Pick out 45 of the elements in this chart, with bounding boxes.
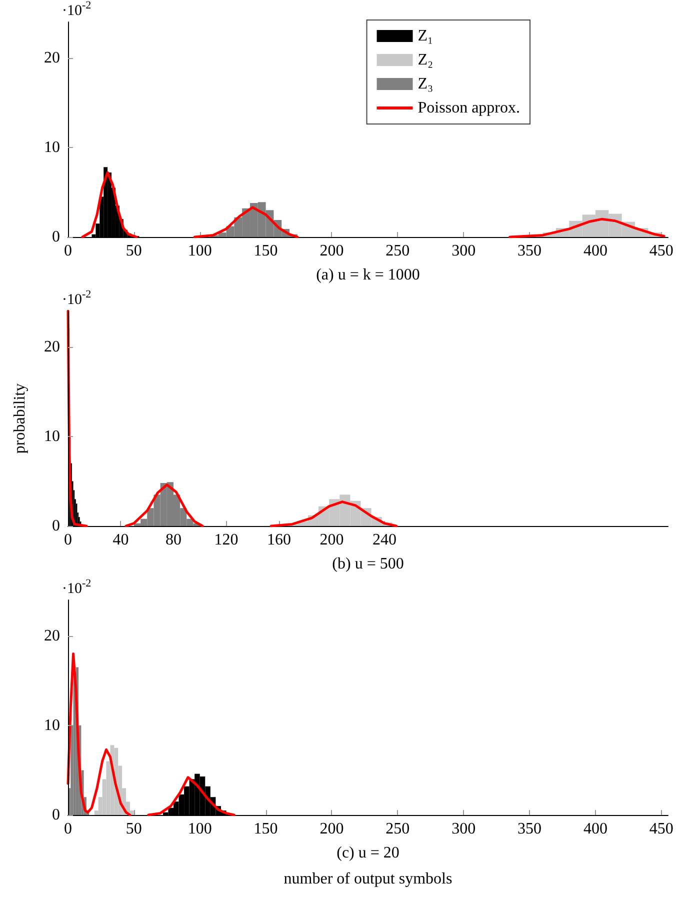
y-tick-label: 10 [44, 428, 60, 445]
x-tick-label: 200 [320, 820, 344, 838]
y-axis-title: probability [12, 383, 28, 454]
x-tick-label: 200 [320, 242, 344, 260]
x-tick-label: 400 [583, 242, 608, 260]
text: (c) u = 20 [336, 844, 400, 862]
x-tick-label: 240 [372, 532, 396, 548]
x-tick-label: 120 [214, 532, 238, 548]
y-tick-label: 10 [44, 138, 60, 156]
y-tick-label: 0 [52, 228, 60, 246]
x-tick-label: 450 [649, 820, 674, 838]
x-tick-label: 350 [518, 242, 542, 260]
x-tick-label: 0 [64, 820, 72, 838]
legend-label: Z₂ [418, 52, 434, 68]
text: (a) u = k = 1000 [316, 266, 420, 284]
x-tick-label: 450 [649, 242, 674, 260]
x-tick-label: 150 [254, 242, 278, 260]
x-tick-label: 0 [64, 242, 72, 260]
x-tick-label: 250 [386, 820, 410, 838]
legend-label: Z₁ [418, 28, 434, 44]
x-tick-label: 50 [126, 820, 142, 838]
x-tick-label: 50 [126, 242, 142, 260]
x-tick-label: 40 [112, 532, 129, 548]
x-tick-label: 300 [452, 242, 476, 260]
y-tick-label: 20 [44, 338, 60, 356]
x-tick-label: 400 [583, 820, 608, 838]
x-axis-title: number of output symbols [284, 870, 452, 888]
x-tick-label: 100 [188, 242, 212, 260]
y-tick-label: 0 [52, 518, 60, 534]
x-tick-label: 200 [320, 532, 344, 548]
x-tick-label: 150 [254, 820, 278, 838]
y-tick-label: 20 [44, 49, 60, 66]
y-tick-label: 20 [44, 627, 60, 644]
x-tick-label: 100 [188, 820, 212, 838]
legend-label: Z₃ [418, 76, 434, 92]
x-tick-label: 160 [266, 532, 291, 548]
legend-label: Poisson approx. [418, 100, 520, 116]
text: (b) u = 500 [332, 556, 404, 572]
x-tick-label: 250 [386, 242, 410, 260]
x-tick-label: 300 [452, 820, 476, 838]
x-tick-label: 80 [165, 532, 182, 548]
x-tick-label: 0 [64, 532, 72, 548]
x-tick-label: 350 [518, 820, 542, 838]
y-tick-label: 0 [52, 806, 60, 824]
y-tick-label: 10 [44, 716, 60, 734]
